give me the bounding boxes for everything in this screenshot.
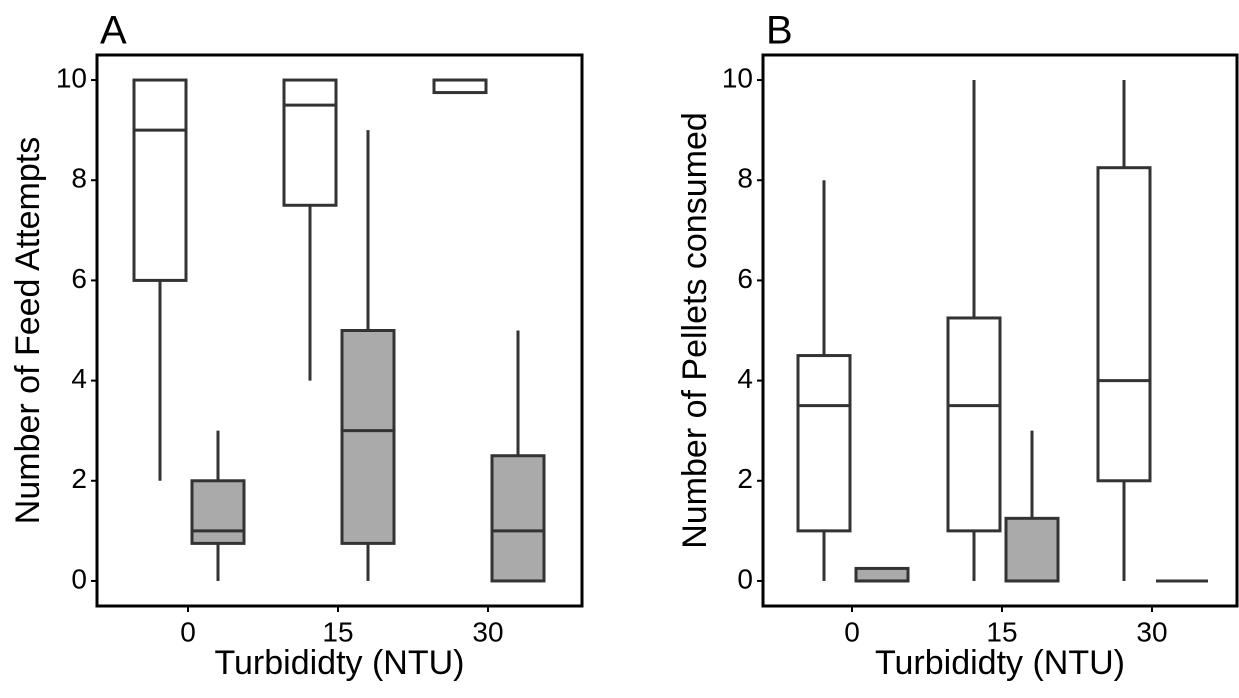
x-tick-label: 15	[986, 616, 1017, 647]
box	[946, 316, 1002, 533]
box	[854, 566, 910, 583]
plot-frame	[95, 53, 584, 608]
y-tick-label: 4	[71, 363, 87, 394]
y-axis-title: Number of Pellets consumed	[676, 112, 714, 549]
panel-label: A	[100, 9, 127, 53]
x-tick-label: 0	[844, 616, 860, 647]
y-axis-title: Number of Feed Attempts	[9, 137, 47, 524]
box	[340, 329, 396, 545]
panel-label: B	[766, 9, 793, 53]
y-tick-label: 8	[71, 163, 87, 194]
plot-frame	[761, 53, 1239, 608]
x-tick-label: 15	[322, 616, 353, 647]
y-tick-label: 2	[71, 463, 87, 494]
box	[190, 479, 246, 545]
y-tick-label: 6	[737, 263, 753, 294]
box	[432, 78, 488, 95]
box	[132, 78, 188, 282]
x-tick-label: 30	[472, 616, 503, 647]
x-axis-title: Turbididty (NTU)	[875, 644, 1125, 682]
y-tick-label: 8	[737, 163, 753, 194]
x-tick-label: 30	[1136, 616, 1167, 647]
box	[796, 354, 852, 533]
y-tick-label: 2	[737, 463, 753, 494]
box	[1004, 516, 1060, 583]
y-tick-label: 6	[71, 263, 87, 294]
y-tick-label: 0	[71, 563, 87, 594]
y-tick-label: 10	[722, 62, 753, 93]
box	[282, 78, 338, 207]
x-tick-label: 0	[180, 616, 196, 647]
y-tick-label: 0	[737, 563, 753, 594]
y-tick-label: 4	[737, 363, 753, 394]
box	[490, 454, 546, 583]
y-tick-label: 10	[56, 62, 87, 93]
x-axis-title: Turbididty (NTU)	[215, 644, 465, 682]
box	[1096, 166, 1152, 483]
